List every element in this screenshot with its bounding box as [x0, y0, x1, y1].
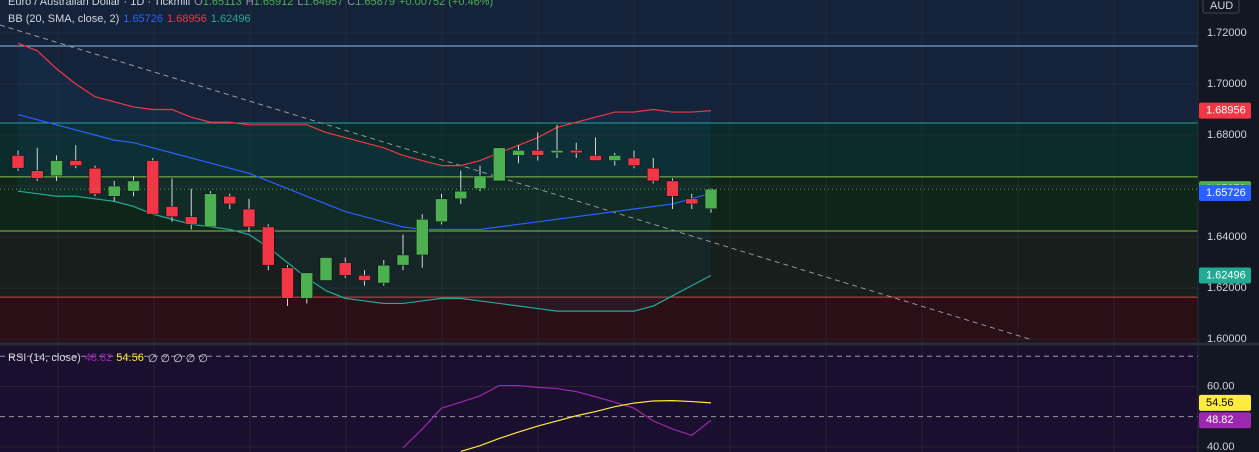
candle-body: [666, 180, 679, 197]
zone: [0, 297, 1198, 342]
candle-body: [185, 216, 198, 225]
ohlc-value: 1.65879: [355, 0, 396, 8]
bb-fill: [18, 43, 711, 312]
price-badge: [1199, 102, 1251, 119]
rsi-badge: [1199, 412, 1251, 429]
candle-body: [242, 208, 256, 228]
price-badge-label: 1.62496: [1206, 269, 1246, 281]
candle-body: [550, 150, 564, 154]
rsi-header: RSI (14, close) 48.82 54.56 ∅ ∅ ∅ ∅ ∅: [8, 352, 208, 365]
rsi-ma-value: 54.56: [116, 352, 144, 364]
candle-body: [473, 175, 487, 189]
candle-body: [262, 226, 275, 266]
bb-header: BB (20, SMA, close, 2) 1.65726 1.68956 1…: [8, 13, 251, 25]
candle-body: [146, 160, 159, 215]
candle-body: [647, 167, 660, 182]
rsi-badge: [1199, 394, 1251, 411]
bb-basis: [17, 114, 712, 231]
y-tick-label: 1.72000: [1207, 27, 1247, 39]
candle-body: [531, 150, 544, 156]
zone: [0, 0, 1198, 124]
symbol-title: Euro / Australian Dollar · 1D · Tickmill: [8, 0, 191, 8]
zone: [0, 123, 1198, 177]
candle-body: [396, 254, 410, 266]
candle-body: [627, 157, 641, 166]
candle-body: [377, 264, 390, 284]
bb-upper: [17, 42, 712, 167]
rsi-line: [402, 384, 712, 449]
rsi-badge-label: 48.82: [1206, 414, 1234, 426]
symbol-header: Euro / Australian Dollar · 1D · Tickmill…: [8, 0, 493, 8]
price-badge: [1199, 267, 1251, 284]
candle-body: [416, 218, 429, 256]
candle-body: [493, 147, 506, 182]
candle-body: [339, 262, 352, 276]
bb-value: 1.65726: [123, 13, 164, 25]
candle-body: [50, 160, 63, 177]
bb-value: 1.68956: [167, 13, 207, 25]
y-tick-label: 1.62000: [1207, 282, 1247, 294]
candle-body: [88, 167, 102, 194]
candle-body: [454, 190, 467, 200]
price-badge-label: 1.65726: [1206, 187, 1246, 199]
ohlc-label: L: [297, 0, 304, 8]
candle-body: [570, 150, 583, 154]
y-tick-label: 1.70000: [1207, 78, 1247, 90]
rsi-extra: ∅ ∅ ∅ ∅ ∅: [147, 353, 208, 365]
ohlc-label: O: [194, 0, 203, 8]
ohlc-label: H: [245, 0, 254, 8]
rsi-label: RSI (14, close): [8, 352, 81, 364]
candle-body: [685, 198, 698, 205]
y-tick-label: 1.64000: [1207, 231, 1247, 243]
candle-body: [127, 180, 140, 192]
candle-body: [704, 188, 718, 209]
candle-body: [31, 170, 44, 179]
rsi-badge-label: 54.56: [1206, 397, 1234, 409]
bb-lower: [17, 190, 712, 312]
candle-body: [108, 185, 121, 197]
rsi-value: 48.82: [84, 352, 113, 364]
candle-body: [512, 150, 525, 156]
candle-body: [608, 155, 621, 161]
rsi-tick-label: 40.00: [1207, 441, 1235, 452]
candle-body: [435, 198, 448, 223]
candle-body: [589, 155, 602, 161]
ohlc-value: 1.64957: [303, 0, 344, 8]
price-badge-label: 1.68956: [1206, 105, 1246, 117]
candle-body: [358, 275, 371, 281]
y-tick-label: 1.60000: [1207, 333, 1247, 345]
bb-value: 1.62496: [210, 13, 251, 25]
zone: [0, 230, 1198, 298]
candle-body: [319, 257, 333, 281]
candle-body: [69, 160, 82, 166]
y-tick-label: 1.68000: [1207, 129, 1247, 141]
ohlc-value: 1.65912: [253, 0, 294, 8]
candle-body: [223, 196, 236, 205]
rsi-pane: [0, 346, 1198, 452]
ohlc-label: C: [347, 0, 356, 8]
price-badge: [1199, 185, 1251, 202]
rsi-tick-label: 60.00: [1207, 380, 1235, 392]
bb-label: BB (20, SMA, close, 2): [8, 13, 120, 25]
rsi-ma-line: [460, 400, 712, 452]
currency: AUD: [1210, 0, 1233, 12]
change: +0.00752 (+0.46%): [399, 0, 494, 8]
candle-body: [204, 193, 217, 228]
currency-box: [1202, 0, 1240, 14]
candle-body: [11, 155, 25, 169]
candle-body: [281, 267, 294, 299]
candle-body: [165, 206, 179, 217]
ohlc-value: 1.65113: [202, 0, 242, 8]
candle-body: [300, 272, 313, 299]
